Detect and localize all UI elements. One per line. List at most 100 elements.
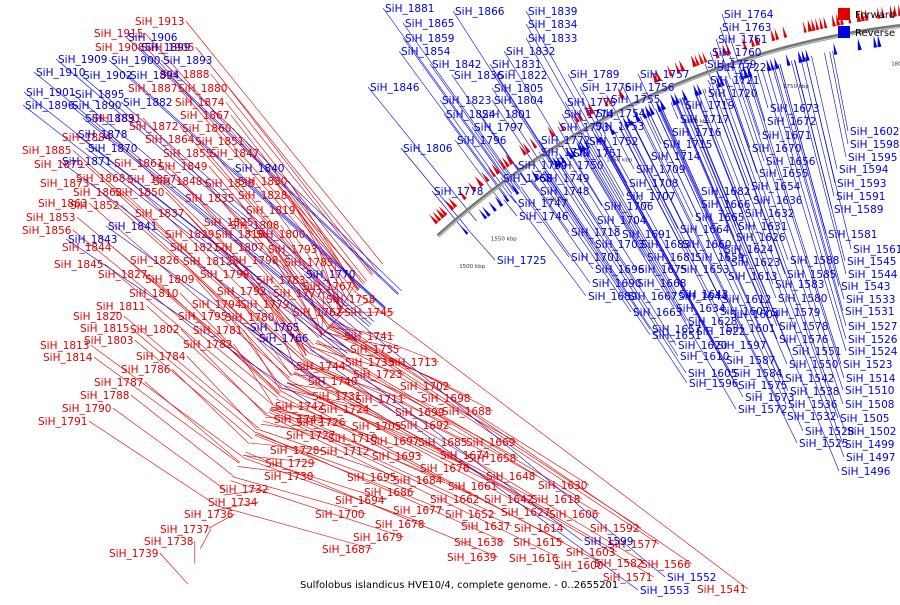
reverse-gene-label[interactable]: SiH_1536: [788, 399, 838, 411]
forward-gene-label[interactable]: SiH_1679: [353, 532, 402, 544]
forward-gene-label[interactable]: SiH_1616: [509, 553, 559, 565]
reverse-gene-label[interactable]: SiH_1551: [792, 346, 841, 358]
forward-gene-label[interactable]: SiH_1684: [393, 475, 443, 487]
reverse-gene-label[interactable]: SiH_1755: [611, 94, 660, 106]
forward-gene-label[interactable]: SiH_1737: [160, 524, 209, 536]
forward-gene-label[interactable]: SiH_1734: [208, 497, 258, 509]
forward-gene-label[interactable]: SiH_1736: [184, 509, 234, 521]
reverse-gene-label[interactable]: SiH_1715: [663, 139, 712, 151]
reverse-gene-label[interactable]: SiH_1854: [401, 46, 451, 58]
forward-gene-label[interactable]: SiH_1785: [284, 257, 333, 269]
reverse-gene-label[interactable]: SiH_1801: [482, 109, 531, 121]
forward-gene-label[interactable]: SiH_1729: [265, 458, 314, 470]
reverse-gene-label[interactable]: SiH_1709: [636, 164, 685, 176]
forward-gene-label[interactable]: SiH_1802: [130, 324, 179, 336]
reverse-gene-label[interactable]: SiH_1839: [528, 6, 577, 18]
reverse-gene-label[interactable]: SiH_1497: [846, 452, 895, 464]
forward-gene-label[interactable]: SiH_1745: [344, 307, 393, 319]
forward-gene-label[interactable]: SiH_1694: [335, 495, 385, 507]
reverse-gene-label[interactable]: SiH_1843: [68, 234, 117, 246]
reverse-gene-label[interactable]: SiH_1763: [722, 22, 771, 34]
forward-gene-label[interactable]: SiH_1541: [697, 584, 746, 596]
reverse-gene-label[interactable]: SiH_1778: [434, 186, 483, 198]
reverse-gene-label[interactable]: SiH_1757: [640, 69, 689, 81]
forward-gene-label[interactable]: SiH_1606: [549, 509, 599, 521]
reverse-gene-label[interactable]: SiH_1701: [571, 252, 620, 264]
forward-gene-label[interactable]: SiH_1685: [418, 437, 467, 449]
forward-gene-label[interactable]: SiH_1809: [145, 274, 194, 286]
forward-gene-label[interactable]: SiH_1813: [40, 340, 89, 352]
forward-gene-label[interactable]: SiH_1790: [62, 403, 111, 415]
reverse-gene-label[interactable]: SiH_1772: [541, 135, 590, 147]
reverse-gene-label[interactable]: SiH_1722: [717, 62, 766, 74]
reverse-gene-label[interactable]: SiH_1502: [847, 426, 896, 438]
forward-gene-label[interactable]: SiH_1614: [514, 523, 564, 535]
reverse-gene-label[interactable]: SiH_1832: [506, 46, 555, 58]
forward-gene-label[interactable]: SiH_1741: [344, 331, 393, 343]
reverse-gene-label[interactable]: SiH_1681: [647, 252, 696, 264]
reverse-gene-label[interactable]: SiH_1508: [845, 399, 894, 411]
reverse-gene-label[interactable]: SiH_1899: [141, 42, 190, 54]
forward-gene-label[interactable]: SiH_1693: [372, 451, 421, 463]
forward-gene-label[interactable]: SiH_1697: [370, 436, 419, 448]
forward-gene-label[interactable]: SiH_1676: [420, 463, 470, 475]
forward-gene-label[interactable]: SiH_1810: [129, 288, 178, 300]
reverse-gene-label[interactable]: SiH_1900: [111, 55, 160, 67]
forward-gene-label[interactable]: SiH_1814: [43, 352, 93, 364]
forward-gene-label[interactable]: SiH_1800: [256, 229, 305, 241]
forward-gene-label[interactable]: SiH_1826: [130, 255, 180, 267]
reverse-gene-label[interactable]: SiH_1572: [738, 404, 787, 416]
reverse-gene-label[interactable]: SiH_1634: [676, 303, 726, 315]
reverse-gene-label[interactable]: SiH_1703: [595, 239, 644, 251]
reverse-gene-label[interactable]: SiH_1595: [848, 152, 897, 164]
forward-gene-label[interactable]: SiH_1730: [264, 471, 313, 483]
reverse-gene-label[interactable]: SiH_1840: [235, 163, 284, 175]
reverse-gene-label[interactable]: SiH_1613: [728, 271, 777, 283]
reverse-gene-label[interactable]: SiH_1672: [767, 116, 816, 128]
reverse-gene-label[interactable]: SiH_1797: [474, 122, 523, 134]
forward-gene-label[interactable]: SiH_1724: [320, 404, 370, 416]
reverse-gene-label[interactable]: SiH_1766: [259, 333, 309, 345]
forward-gene-label[interactable]: SiH_1615: [513, 537, 562, 549]
reverse-gene-label[interactable]: SiH_1882: [123, 97, 172, 109]
reverse-gene-label[interactable]: SiH_1901: [26, 87, 75, 99]
reverse-gene-label[interactable]: SiH_1591: [836, 191, 885, 203]
reverse-gene-label[interactable]: SiH_1593: [837, 178, 886, 190]
forward-gene-label[interactable]: SiH_1867: [180, 110, 229, 122]
forward-gene-label[interactable]: SiH_1705: [352, 421, 401, 433]
reverse-gene-label[interactable]: SiH_1545: [847, 256, 896, 268]
reverse-gene-label[interactable]: SiH_1588: [790, 255, 839, 267]
reverse-gene-label[interactable]: SiH_1664: [680, 224, 730, 236]
forward-gene-label[interactable]: SiH_1726: [296, 417, 346, 429]
reverse-gene-label[interactable]: SiH_1706: [604, 201, 654, 213]
reverse-gene-label[interactable]: SiH_1656: [766, 156, 816, 168]
reverse-gene-label[interactable]: SiH_1538: [790, 386, 839, 398]
forward-gene-label[interactable]: SiH_1787: [94, 377, 143, 389]
forward-gene-label[interactable]: SiH_1618: [531, 494, 580, 506]
forward-gene-label[interactable]: SiH_1767: [303, 281, 352, 293]
forward-gene-label[interactable]: SiH_1864: [145, 134, 195, 146]
reverse-gene-label[interactable]: SiH_1806: [403, 143, 453, 155]
forward-gene-label[interactable]: SiH_1850: [115, 187, 164, 199]
reverse-gene-label[interactable]: SiH_1505: [840, 413, 889, 425]
reverse-gene-label[interactable]: SiH_1708: [629, 178, 678, 190]
forward-gene-label[interactable]: SiH_1677: [393, 505, 442, 517]
forward-gene-label[interactable]: SiH_1638: [454, 537, 503, 549]
forward-gene-label[interactable]: SiH_1687: [322, 544, 371, 556]
forward-gene-label[interactable]: SiH_1630: [538, 480, 587, 492]
reverse-gene-label[interactable]: SiH_1584: [733, 368, 783, 380]
forward-gene-label[interactable]: SiH_1744: [296, 361, 346, 373]
reverse-gene-label[interactable]: SiH_1764: [724, 9, 774, 21]
reverse-gene-label[interactable]: SiH_1523: [843, 359, 892, 371]
forward-gene-label[interactable]: SiH_1702: [400, 381, 449, 393]
forward-gene-label[interactable]: SiH_1678: [375, 519, 424, 531]
reverse-gene-label[interactable]: SiH_1883: [85, 113, 134, 125]
reverse-gene-label[interactable]: SiH_1704: [597, 215, 647, 227]
reverse-gene-label[interactable]: SiH_1881: [385, 3, 434, 15]
reverse-gene-label[interactable]: SiH_1580: [778, 293, 827, 305]
forward-gene-label[interactable]: SiH_1699: [395, 407, 444, 419]
reverse-gene-label[interactable]: SiH_1602: [850, 126, 899, 138]
forward-gene-label[interactable]: SiH_1792: [217, 286, 266, 298]
reverse-gene-label[interactable]: SiH_1836: [454, 70, 504, 82]
reverse-gene-label[interactable]: SiH_1542: [785, 373, 834, 385]
